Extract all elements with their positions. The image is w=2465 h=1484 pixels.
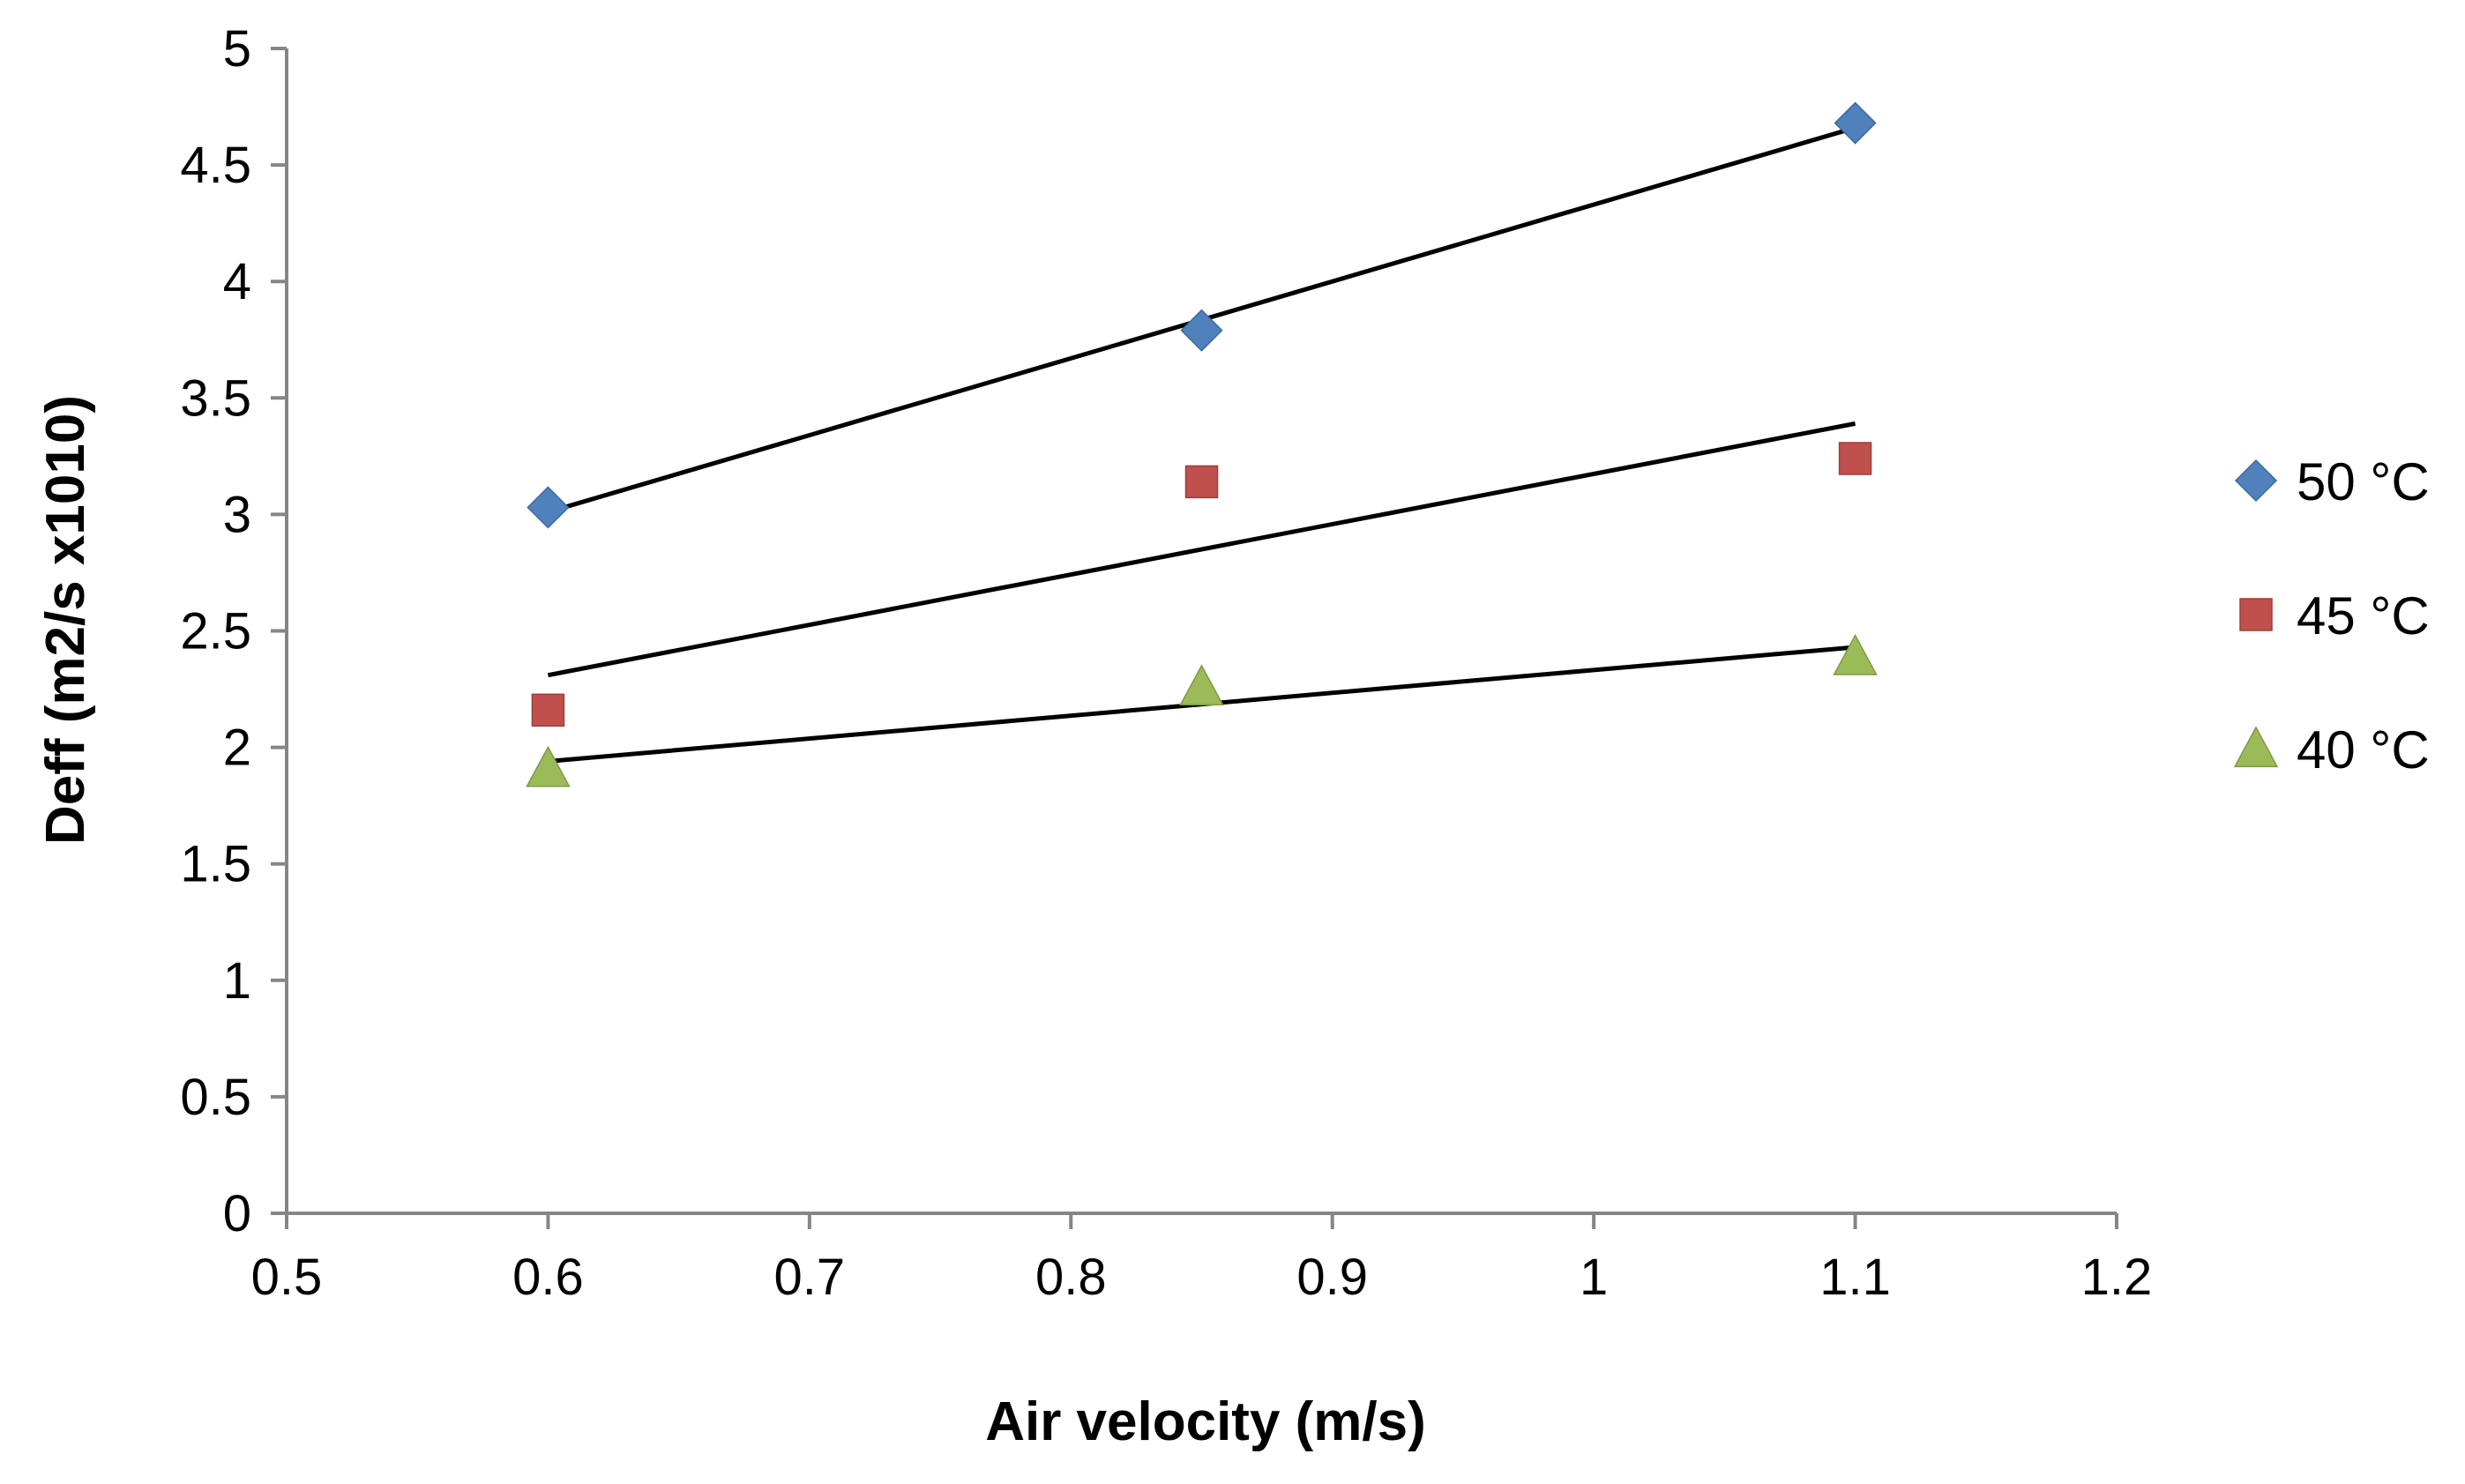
y-tick-label: 3: [223, 486, 251, 543]
data-point-40-c: [1833, 633, 1878, 675]
data-point-50-c: [527, 486, 570, 529]
x-tick-label: 0.5: [251, 1249, 323, 1306]
data-points-group: [526, 101, 1878, 787]
y-axis-title: Deff (m2/s x1010): [35, 395, 96, 845]
x-tick-label: 1.2: [2081, 1249, 2153, 1306]
legend-label-50-c: 50 °C: [2297, 452, 2430, 511]
legend-marker-45-c: [2239, 598, 2273, 631]
legend-marker-50-c: [2234, 459, 2278, 503]
x-tick-label: 1.1: [1819, 1249, 1891, 1306]
data-point-40-c: [526, 745, 571, 787]
data-point-50-c: [1834, 101, 1877, 145]
y-tick-label: 2.5: [180, 603, 251, 660]
y-tick-label: 1: [223, 952, 251, 1010]
data-point-50-c: [1180, 309, 1223, 352]
legend-label-45-c: 45 °C: [2297, 586, 2430, 645]
trendline-45-c: [547, 421, 1856, 678]
y-tick-label: 4: [223, 253, 251, 310]
y-tick-label: 0: [223, 1185, 251, 1242]
y-tick-label: 3.5: [180, 369, 251, 427]
x-tick-label: 0.6: [512, 1249, 584, 1306]
x-tick-label: 0.7: [774, 1249, 846, 1306]
y-tick-label: 0.5: [180, 1069, 251, 1126]
x-axis-title: Air velocity (m/s): [985, 1391, 1426, 1452]
legend: 50 °C 45 °C 40 °C: [2233, 452, 2430, 779]
y-tick-label: 5: [223, 20, 251, 78]
axes-group: 00.511.522.533.544.550.5 0.6 0.7 0.8 0.9 1 1.1…: [180, 20, 2152, 1306]
legend-label-40-c: 40 °C: [2297, 720, 2430, 779]
data-point-40-c: [1179, 664, 1224, 706]
x-tick-label: 0.9: [1296, 1249, 1368, 1306]
data-point-45-c: [531, 693, 565, 727]
legend-marker-40-c: [2233, 726, 2279, 768]
x-tick-label: 1: [1580, 1249, 1608, 1306]
x-tick-label: 0.8: [1035, 1249, 1107, 1306]
y-tick-label: 4.5: [180, 137, 251, 194]
y-tick-label: 1.5: [180, 836, 251, 893]
y-tick-label: 2: [223, 720, 251, 777]
data-point-45-c: [1838, 442, 1872, 475]
data-point-45-c: [1184, 465, 1219, 499]
